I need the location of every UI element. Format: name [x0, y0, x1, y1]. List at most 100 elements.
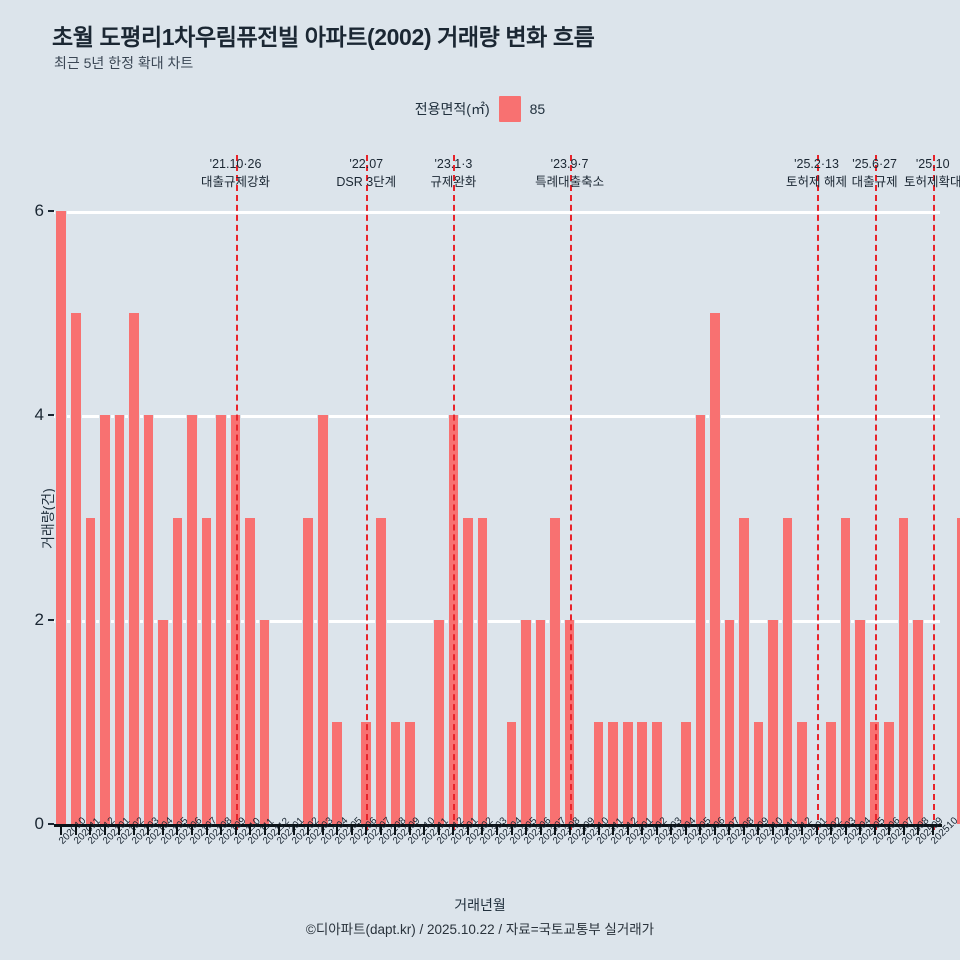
bars-layer	[54, 211, 960, 824]
bar[interactable]	[592, 721, 605, 824]
bar[interactable]	[825, 721, 837, 824]
bar[interactable]	[621, 721, 634, 824]
event-annotation-text: 대출규제	[851, 175, 898, 190]
bar[interactable]	[84, 517, 97, 824]
bar[interactable]	[752, 721, 765, 824]
event-annotation: '25.2·13 토허제 해제	[786, 155, 847, 191]
x-axis-tick-mark	[365, 824, 368, 835]
bar[interactable]	[404, 721, 416, 824]
bar[interactable]	[200, 517, 213, 824]
event-annotation-text: 토허제확대	[903, 175, 960, 190]
x-axis-tick-mark	[728, 824, 731, 835]
x-axis-tick-mark	[771, 824, 774, 835]
x-axis-tick-mark	[466, 824, 469, 835]
bar[interactable]	[331, 721, 344, 824]
bar[interactable]	[767, 619, 779, 824]
event-annotation-date: '25.10	[915, 157, 950, 171]
x-axis-tick-mark	[437, 824, 440, 835]
bar[interactable]	[128, 313, 140, 824]
bar[interactable]	[534, 619, 547, 824]
x-axis-tick-mark	[103, 824, 106, 835]
gridline	[54, 619, 940, 623]
bar[interactable]	[215, 415, 227, 824]
x-axis-tick-mark	[176, 824, 179, 835]
bar[interactable]	[854, 619, 866, 824]
x-axis-tick-mark	[931, 824, 934, 835]
x-axis-tick-mark	[74, 824, 77, 835]
bar[interactable]	[781, 517, 794, 824]
bar[interactable]	[186, 415, 198, 824]
x-axis-tick-mark	[888, 824, 891, 835]
bar[interactable]	[447, 415, 460, 824]
event-annotation-date: '22.07	[349, 157, 384, 171]
event-annotation-text: 대출규제강화	[201, 175, 271, 190]
x-axis-tick-mark	[379, 824, 382, 835]
bar[interactable]	[302, 517, 314, 824]
x-axis-tick-mark	[626, 824, 629, 835]
chart-legend: 전용면적(㎡) 85	[0, 96, 960, 122]
x-axis-tick-mark	[321, 824, 324, 835]
bar[interactable]	[738, 517, 750, 824]
bar[interactable]	[476, 517, 489, 824]
y-axis-tick-label: 0	[34, 814, 44, 833]
page-title: 초월 도평리1차우림퓨전빌 아파트(2002) 거래량 변화 흐름	[52, 24, 595, 50]
event-line	[816, 155, 819, 830]
bar[interactable]	[839, 517, 852, 824]
bar[interactable]	[883, 721, 895, 824]
event-line	[874, 155, 877, 830]
event-annotation: '22.07 DSR 3단계	[336, 155, 396, 191]
bar[interactable]	[680, 721, 692, 824]
x-axis-tick-mark	[859, 824, 862, 835]
bar[interactable]	[505, 721, 518, 824]
event-annotation-text: 특례대출축소	[535, 175, 605, 190]
bar[interactable]	[897, 517, 910, 824]
x-axis-tick-mark	[873, 824, 876, 835]
bar[interactable]	[520, 619, 532, 824]
bar[interactable]	[912, 619, 924, 824]
bar[interactable]	[171, 517, 184, 824]
x-axis-tick-mark	[568, 824, 571, 835]
x-axis-tick-mark	[408, 824, 411, 835]
bar[interactable]	[607, 721, 619, 824]
bar[interactable]	[955, 517, 960, 824]
x-axis-tick-mark	[742, 824, 745, 835]
bar[interactable]	[142, 415, 155, 824]
plot-area: 거래량(건) '21.10·26 대출규제강화 '22.07 DSR 3단계 '23.1…	[35, 155, 960, 847]
bar[interactable]	[244, 517, 256, 824]
bar[interactable]	[636, 721, 649, 824]
bar[interactable]	[258, 619, 271, 824]
event-annotation-date: '25.6·27	[852, 157, 898, 171]
bar[interactable]	[549, 517, 561, 824]
bar[interactable]	[69, 313, 82, 824]
x-axis-tick-mark	[670, 824, 673, 835]
x-axis-tick-mark	[655, 824, 658, 835]
bar[interactable]	[99, 415, 111, 824]
bar[interactable]	[389, 721, 402, 824]
x-axis-tick-mark	[220, 824, 223, 835]
x-axis-tick-mark	[147, 824, 150, 835]
bar[interactable]	[374, 517, 387, 824]
event-line	[932, 155, 935, 830]
bar[interactable]	[709, 313, 721, 824]
x-axis-tick-mark	[496, 824, 498, 835]
bar[interactable]	[462, 517, 474, 824]
bar[interactable]	[157, 619, 169, 824]
bar[interactable]	[229, 415, 242, 824]
x-axis-tick-mark	[292, 824, 295, 835]
bar[interactable]	[723, 619, 736, 824]
bar[interactable]	[433, 619, 445, 824]
bar[interactable]	[796, 721, 808, 824]
x-axis-tick-mark	[757, 824, 760, 835]
x-axis-tick-mark	[132, 824, 135, 835]
x-axis-tick-mark	[263, 824, 266, 835]
bar[interactable]	[316, 415, 329, 824]
x-axis-tick-mark	[713, 824, 716, 835]
bar[interactable]	[55, 211, 68, 824]
bar[interactable]	[113, 415, 126, 824]
y-axis-tick-mark	[48, 618, 54, 621]
footer-credit: ©디아파트(dapt.kr) / 2025.10.22 / 자료=국토교통부 실…	[305, 922, 655, 937]
bar[interactable]	[694, 415, 707, 824]
y-axis-tick-label: 2	[34, 609, 44, 629]
bar[interactable]	[650, 721, 663, 824]
